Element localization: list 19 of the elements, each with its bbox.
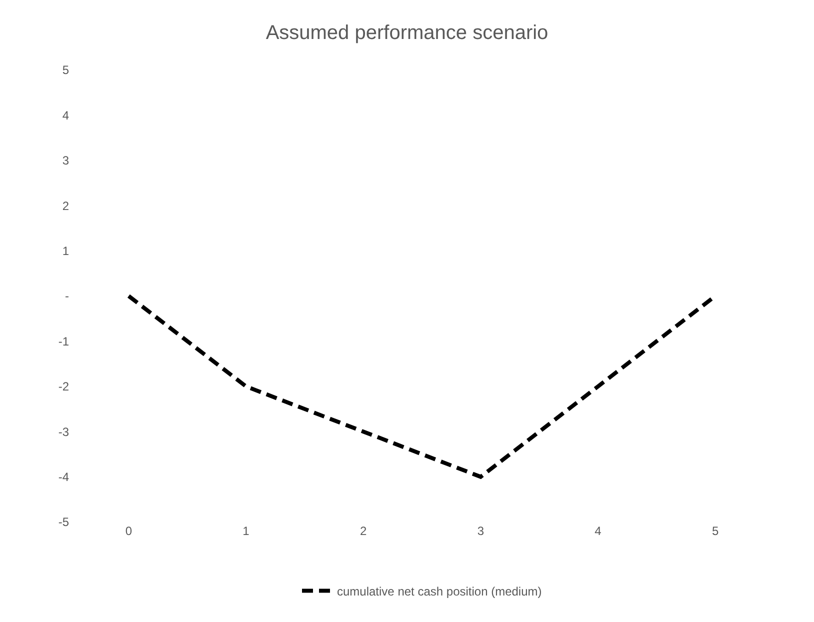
x-tick-label: 0: [125, 524, 132, 538]
legend-label: cumulative net cash position (medium): [337, 584, 542, 598]
y-tick-label: -1: [58, 334, 70, 348]
x-tick-label: 4: [594, 524, 602, 538]
y-tick-label: -3: [58, 424, 70, 439]
x-tick-label: 1: [242, 524, 250, 538]
y-tick-label: 3: [62, 154, 70, 168]
y-tick-label: 4: [62, 108, 70, 122]
y-tick-label: -5: [58, 515, 70, 530]
x-tick-label: 5: [712, 524, 719, 538]
y-tick-label: -4: [58, 470, 70, 484]
y-tick-label: 1: [62, 244, 70, 258]
x-tick-label: 3: [477, 524, 484, 538]
x-tick-label: 2: [360, 524, 367, 538]
y-tick-label: 5: [62, 63, 70, 78]
y-tick-label: -2: [58, 380, 70, 394]
y-tick-label: 2: [62, 198, 70, 213]
y-tick-label: -: [65, 289, 69, 304]
chart-title: Assumed performance scenario: [266, 22, 548, 44]
